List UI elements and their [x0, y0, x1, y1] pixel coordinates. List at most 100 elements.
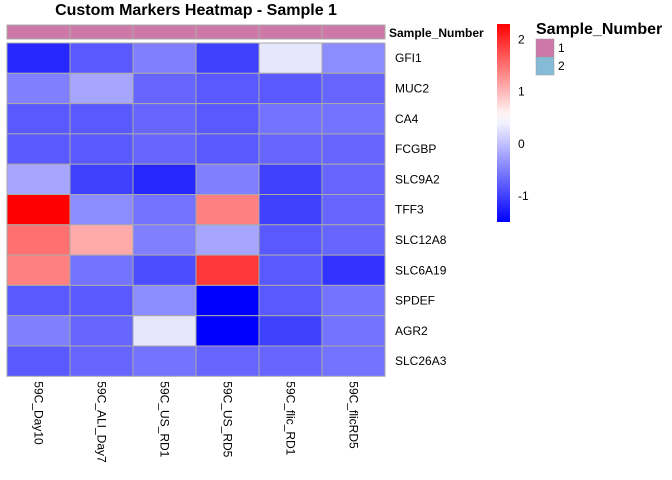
annotation-cell: [195, 24, 260, 40]
column-label: 59C_flic_RD1: [284, 381, 298, 455]
column-label: 59C_US_RD5: [221, 381, 235, 457]
heatmap-cell: [321, 224, 386, 256]
heatmap-cell: [69, 72, 134, 105]
heatmap-cell: [69, 133, 134, 165]
heatmap-cell: [258, 194, 323, 226]
column-label: 59C_flicRD5: [347, 381, 361, 449]
heatmap-cell: [69, 103, 134, 135]
color-legend-tick: -1: [518, 189, 529, 203]
annotation-legend-label: 2: [558, 59, 565, 73]
heatmap-cell: [258, 315, 323, 347]
heatmap-cell: [69, 163, 134, 195]
row-label: GFI1: [395, 51, 422, 65]
column-label: 59C_ALI_Day7: [95, 381, 109, 463]
column-label: 59C_Day10: [32, 381, 46, 445]
heatmap-cell: [6, 72, 71, 105]
heatmap-cell: [258, 254, 323, 286]
heatmap-cell: [195, 224, 260, 256]
heatmap-cell: [132, 133, 197, 165]
heatmap-cell: [6, 254, 71, 286]
annotation-bar: [6, 24, 386, 40]
heatmap-cell: [195, 345, 260, 377]
heatmap-cell: [132, 284, 197, 317]
heatmap-cell: [195, 72, 260, 105]
heatmap-cell: [132, 254, 197, 286]
annotation-cell: [258, 24, 323, 40]
annotation-legend-swatch: [535, 56, 555, 76]
color-legend-bar: [497, 24, 510, 222]
heatmap-cell: [132, 194, 197, 226]
heatmap-cell: [6, 315, 71, 347]
annotation-legend: Sample_Number 1 2: [535, 21, 662, 76]
annotation-legend-title: Sample_Number: [536, 21, 662, 38]
column-labels: 59C_Day10 59C_ALI_Day7 59C_US_RD1 59C_US_RD…: [32, 381, 361, 463]
heatmap-cell: [195, 103, 260, 135]
heatmap-cell: [69, 315, 134, 347]
heatmap-cell: [195, 42, 260, 74]
heatmap-cell: [132, 224, 197, 256]
heatmap-cell: [321, 345, 386, 377]
row-label: SPDEF: [395, 294, 435, 308]
heatmap-cell: [258, 42, 323, 74]
row-label: SLC12A8: [395, 233, 447, 247]
heatmap-cell: [6, 42, 71, 74]
heatmap-cell: [258, 103, 323, 135]
row-label: CA4: [395, 112, 419, 126]
color-legend-tick: 2: [518, 33, 525, 47]
heatmap-cell: [132, 345, 197, 377]
heatmap-cell: [195, 254, 260, 286]
heatmap-cell: [132, 163, 197, 195]
annotation-legend-swatch: [535, 38, 555, 58]
row-label: FCGBP: [395, 142, 436, 156]
heatmap-cell: [321, 284, 386, 317]
heatmap-cell: [321, 254, 386, 286]
heatmap-cell: [69, 194, 134, 226]
heatmap-cell: [321, 42, 386, 74]
annotation-row-label: Sample_Number: [389, 26, 484, 40]
heatmap-cell: [321, 194, 386, 226]
row-label: SLC9A2: [395, 172, 440, 186]
heatmap-cell: [6, 224, 71, 256]
heatmap-cell: [6, 133, 71, 165]
heatmap-cell: [69, 284, 134, 317]
annotation-cell: [6, 24, 71, 40]
heatmap-cell: [321, 103, 386, 135]
heatmap-cell: [195, 133, 260, 165]
heatmap-cell: [69, 224, 134, 256]
row-label: SLC26A3: [395, 354, 447, 368]
heatmap-cell: [258, 224, 323, 256]
heatmap-cell: [132, 103, 197, 135]
heatmap-cell: [258, 284, 323, 317]
heatmap-cell: [258, 345, 323, 377]
chart-title: Custom Markers Heatmap - Sample 1: [55, 2, 337, 19]
row-label: SLC6A19: [395, 263, 447, 277]
heatmap-cells: [6, 42, 386, 377]
color-legend: 2 1 0 -1: [497, 24, 529, 222]
color-legend-tick: 0: [518, 137, 525, 151]
heatmap-cell: [195, 315, 260, 347]
column-label: 59C_US_RD1: [158, 381, 172, 457]
heatmap-cell: [321, 163, 386, 195]
heatmap-cell: [321, 133, 386, 165]
heatmap-cell: [258, 72, 323, 105]
heatmap-cell: [6, 284, 71, 317]
heatmap-cell: [195, 284, 260, 317]
heatmap-cell: [195, 163, 260, 195]
heatmap-cell: [69, 42, 134, 74]
heatmap-cell: [69, 254, 134, 286]
heatmap-cell: [69, 345, 134, 377]
heatmap-cell: [6, 163, 71, 195]
heatmap-cell: [6, 345, 71, 377]
color-legend-tick: 1: [518, 85, 525, 99]
annotation-cell: [69, 24, 134, 40]
heatmap-cell: [258, 163, 323, 195]
row-label: MUC2: [395, 81, 429, 95]
row-label: TFF3: [395, 203, 424, 217]
heatmap-cell: [6, 194, 71, 226]
row-label: AGR2: [395, 324, 428, 338]
heatmap-cell: [258, 133, 323, 165]
heatmap-cell: [132, 42, 197, 74]
row-labels: GFI1 MUC2 CA4 FCGBP SLC9A2 TFF3 SLC12A8 SLC6A19…: [395, 51, 447, 368]
annotation-cell: [321, 24, 386, 40]
